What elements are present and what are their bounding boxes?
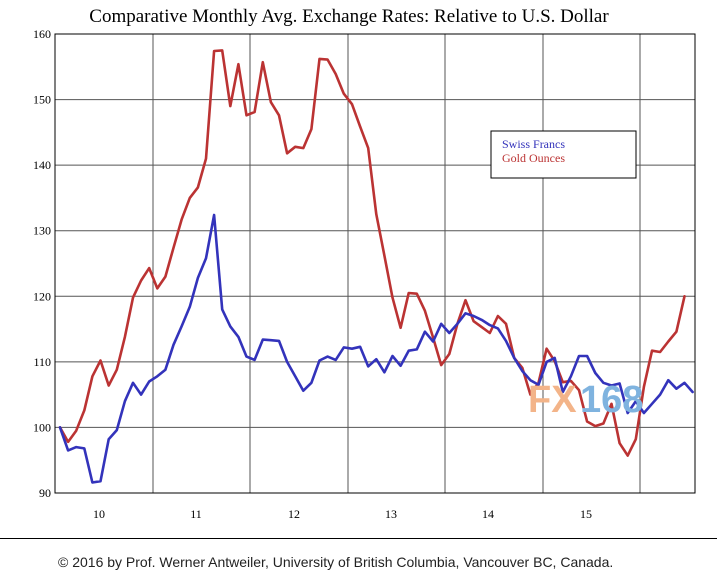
footer-divider	[0, 538, 717, 539]
x-tick-label: 11	[190, 507, 202, 521]
legend: Swiss Francs Gold Ounces	[490, 130, 637, 179]
watermark-right: 168	[580, 379, 643, 421]
watermark-left: FX	[528, 379, 577, 421]
legend-box	[490, 130, 637, 179]
y-tick-label: 110	[33, 355, 51, 369]
plot-frame	[54, 33, 696, 494]
x-tick-label: 14	[482, 507, 494, 521]
y-tick-label: 130	[33, 224, 51, 238]
y-tick-label: 160	[33, 27, 51, 41]
x-tick-labels: 10 11 12 13 14 15	[93, 507, 592, 521]
y-tick-label: 120	[33, 289, 51, 303]
y-tick-label: 90	[39, 486, 51, 500]
x-tick-label: 15	[580, 507, 592, 521]
legend-gold-ounces: Gold Ounces	[502, 151, 565, 165]
fx168-watermark: FX 168	[528, 379, 643, 421]
y-tick-label: 150	[33, 93, 51, 107]
footer-credit: © 2016 by Prof. Werner Antweiler, Univer…	[58, 554, 614, 570]
y-tick-labels: 90 100 110 120 130 140 150 160	[33, 27, 51, 500]
series-lines	[58, 49, 694, 484]
chart-title: Comparative Monthly Avg. Exchange Rates:…	[89, 6, 609, 27]
y-tick-label: 100	[33, 420, 51, 434]
x-tick-label: 10	[93, 507, 105, 521]
legend-swiss-francs: Swiss Francs	[502, 137, 565, 151]
x-tick-label: 12	[288, 507, 300, 521]
series-line-swiss-francs	[58, 213, 694, 484]
series-line-gold-ounces	[58, 49, 686, 457]
y-tick-label: 140	[33, 158, 51, 172]
x-tick-label: 13	[385, 507, 397, 521]
